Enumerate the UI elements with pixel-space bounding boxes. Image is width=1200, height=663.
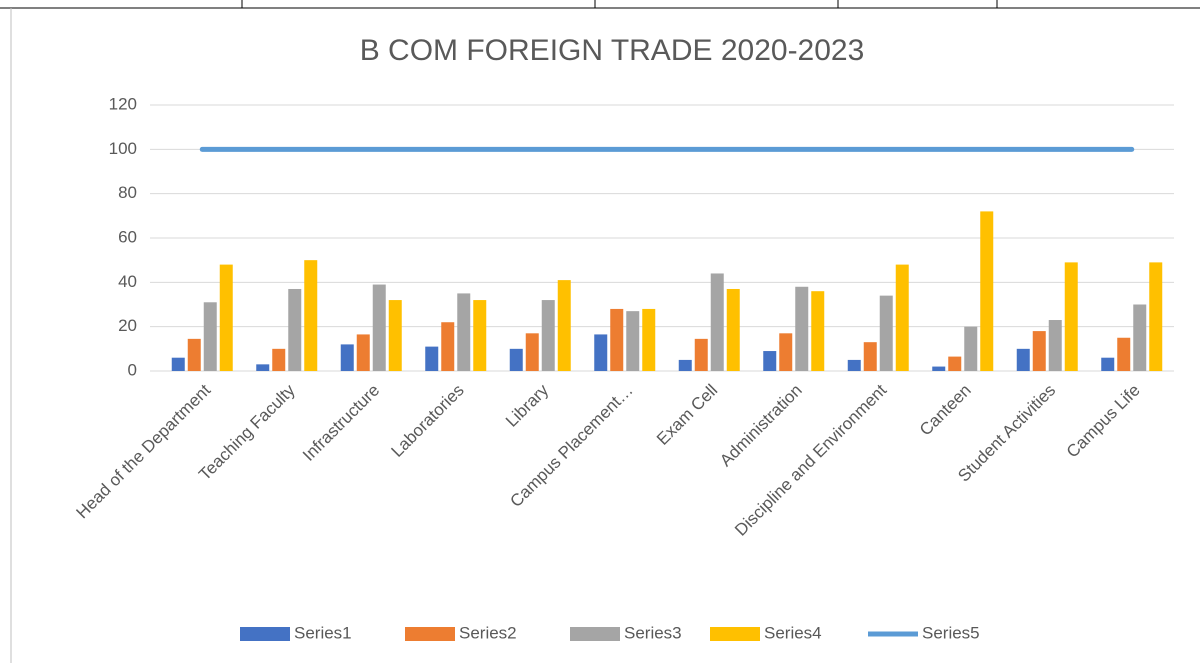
bar — [473, 300, 487, 371]
bar — [425, 346, 439, 371]
y-tick-label: 20 — [118, 316, 137, 335]
bar — [1133, 304, 1147, 371]
bar — [694, 338, 708, 371]
x-tick-label: Administration — [716, 381, 806, 471]
bar — [795, 286, 809, 371]
bar — [811, 291, 825, 371]
x-tick-label: Canteen — [916, 381, 975, 440]
bar — [594, 334, 608, 371]
bar — [763, 351, 777, 371]
bar — [895, 264, 909, 371]
bar — [509, 348, 523, 371]
bar — [557, 280, 571, 371]
bar — [457, 293, 471, 371]
legend-label: Series4 — [764, 623, 822, 642]
y-tick-label: 80 — [118, 183, 137, 202]
bar — [948, 356, 962, 371]
y-tick-label: 40 — [118, 272, 137, 291]
bar — [879, 295, 893, 371]
legend-label: Series5 — [922, 623, 980, 642]
legend-label: Series3 — [624, 623, 682, 642]
x-tick-label: Discipline and Environment — [731, 380, 890, 539]
bar — [626, 311, 640, 371]
bar — [980, 211, 994, 371]
y-tick-label: 0 — [128, 360, 137, 379]
bar — [441, 322, 455, 371]
y-tick-label: 120 — [109, 94, 137, 113]
legend-swatch — [710, 627, 760, 641]
bar — [356, 334, 370, 371]
bar — [340, 344, 354, 371]
bar — [932, 366, 946, 371]
bar — [1032, 331, 1046, 371]
bar — [541, 300, 555, 371]
legend-label: Series2 — [459, 623, 517, 642]
x-tick-label: Infrastructure — [299, 381, 383, 465]
bar — [863, 342, 877, 371]
bar — [304, 260, 318, 371]
bar — [1016, 348, 1030, 371]
bar — [388, 300, 402, 371]
bar — [219, 264, 233, 371]
bar — [847, 359, 861, 371]
bar — [1064, 262, 1078, 371]
y-tick-label: 60 — [118, 227, 137, 246]
y-tick-label: 100 — [109, 139, 137, 158]
bar — [187, 338, 201, 371]
legend-swatch — [240, 627, 290, 641]
bar — [726, 288, 740, 371]
bar — [1101, 357, 1115, 371]
bar — [779, 333, 793, 371]
bar — [171, 357, 185, 371]
bar — [642, 308, 656, 371]
x-tick-label: Head of the Department — [73, 380, 215, 522]
chart-title: B COM FOREIGN TRADE 2020-2023 — [360, 34, 865, 67]
x-tick-label: Campus Life — [1063, 381, 1144, 462]
x-tick-label: Exam Cell — [653, 381, 721, 449]
x-tick-label: Library — [502, 380, 553, 431]
bar — [1117, 337, 1131, 371]
bar — [525, 333, 539, 371]
bar — [1149, 262, 1163, 371]
bar — [372, 284, 386, 371]
bar — [1048, 320, 1062, 371]
x-tick-label: Laboratories — [387, 381, 467, 461]
bar — [272, 348, 286, 371]
legend-swatch — [570, 627, 620, 641]
bar — [288, 288, 302, 371]
bar — [678, 359, 692, 371]
bar — [203, 302, 217, 371]
legend-label: Series1 — [294, 623, 352, 642]
bar — [610, 308, 624, 371]
bar — [964, 326, 978, 371]
bar — [256, 364, 270, 371]
bar — [710, 273, 724, 371]
legend-swatch — [405, 627, 455, 641]
